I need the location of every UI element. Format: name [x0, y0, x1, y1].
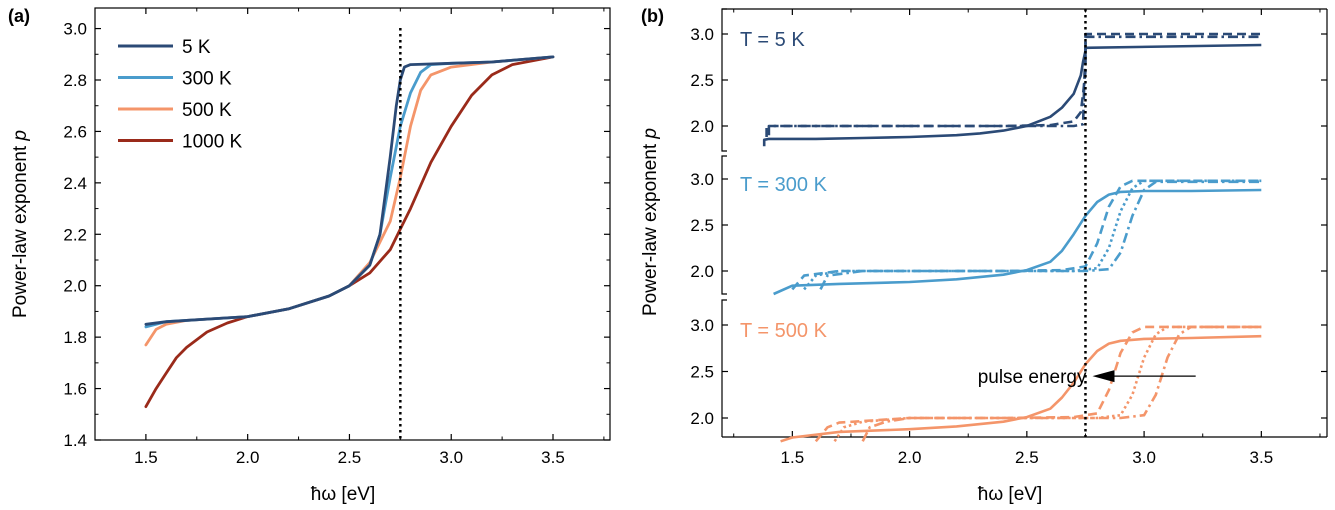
y-tick-label: 2.0 [690, 262, 714, 281]
panel-b-xlabel: ħω [eV] [978, 484, 1042, 505]
series-row2-dashdot [819, 180, 1262, 290]
panel-a-frame [94, 7, 611, 441]
legend-label: 300 K [182, 69, 232, 90]
series-row3-dotted [833, 325, 1262, 443]
panel-b-x-ticks: 1.5 2.0 2.5 3.0 3.5 [733, 9, 1321, 467]
series-row3-dashed [814, 325, 1262, 443]
legend-label: 1000 K [182, 132, 243, 153]
series-row2-dashed [791, 179, 1262, 291]
panel-b: (b) 2.02.53.02.02.53.02.02.53.0 1.5 2.0 2.… [640, 6, 1328, 505]
y-tick-label: 3.0 [690, 170, 714, 189]
panel-a: (a) 1.4 1.6 1.8 2.0 2.2 2.4 2.6 2.8 3.0 1.5 2.0 2.… [8, 6, 611, 505]
series-row3-dashdot [861, 325, 1262, 442]
y-tick-label: 2.4 [63, 174, 87, 193]
x-tick-label: 3.0 [439, 448, 463, 467]
row-label: T = 300 K [740, 174, 828, 196]
x-tick-label: 3.0 [1132, 448, 1156, 467]
x-tick-label: 1.5 [134, 448, 158, 467]
y-tick-label: 2.2 [63, 225, 87, 244]
panel-a-label: (a) [8, 6, 30, 26]
pulse-energy-label: pulse energy [978, 367, 1087, 388]
panel-a-series [144, 55, 555, 409]
y-tick-label: 3.0 [690, 25, 714, 44]
panel-b-series [762, 32, 1262, 443]
series-row1-dashdot [767, 35, 1262, 136]
panel-a-ylabel: Power-law exponent p [10, 130, 31, 318]
pulse-energy-arrow [1092, 370, 1196, 383]
panel-a-x-ticks: 1.5 2.0 2.5 3.0 3.5 [94, 8, 605, 467]
panel-a-legend: 5 K 300 K 500 K 1000 K [118, 37, 243, 153]
series-5k [144, 55, 555, 326]
panel-b-left-axis-row3 [721, 299, 727, 437]
y-tick-label: 1.8 [63, 328, 87, 347]
y-tick-label: 2.6 [63, 122, 87, 141]
y-tick-label: 1.6 [63, 380, 87, 399]
y-tick-label: 3.0 [63, 20, 87, 39]
series-row1-dashed [765, 32, 1262, 137]
panel-a-xlabel: ħω [eV] [311, 484, 375, 505]
series-row3-solid [780, 334, 1262, 443]
y-tick-label: 2.5 [690, 216, 714, 235]
row-label: T = 5 K [740, 29, 805, 51]
y-tick-label: 3.0 [690, 316, 714, 335]
legend-label: 5 K [182, 37, 211, 58]
panel-b-row-labels: T = 5 K T = 300 K T = 500 K [740, 29, 828, 342]
panel-a-y-ticks: 1.4 1.6 1.8 2.0 2.2 2.4 2.6 2.8 3.0 [63, 20, 610, 450]
x-tick-label: 1.5 [781, 448, 805, 467]
panel-b-ylabel: Power-law exponent p [640, 128, 661, 316]
panel-b-label: (b) [641, 6, 664, 26]
y-tick-label: 2.0 [63, 277, 87, 296]
row-label: T = 500 K [740, 320, 828, 342]
series-row2-dotted [803, 179, 1262, 291]
x-tick-label: 2.0 [898, 448, 922, 467]
y-tick-label: 1.4 [63, 431, 87, 450]
y-tick-label: 2.0 [690, 409, 714, 428]
y-tick-label: 2.0 [690, 117, 714, 136]
y-tick-label: 2.8 [63, 71, 87, 90]
series-row1-solid [762, 43, 1262, 147]
arrow-head [1092, 370, 1115, 383]
x-tick-label: 2.0 [236, 448, 260, 467]
y-tick-label: 2.5 [690, 71, 714, 90]
x-tick-label: 3.5 [541, 448, 565, 467]
legend-label: 500 K [182, 100, 232, 121]
x-tick-label: 2.5 [1015, 448, 1039, 467]
y-tick-label: 2.5 [690, 363, 714, 382]
panel-b-y-ticks: 2.0 2.5 3.0 2.0 2.5 3.0 2.0 2.5 3.0 [690, 25, 1327, 428]
x-tick-label: 2.5 [338, 448, 362, 467]
series-row2-solid [773, 188, 1262, 296]
x-tick-label: 3.5 [1250, 448, 1274, 467]
